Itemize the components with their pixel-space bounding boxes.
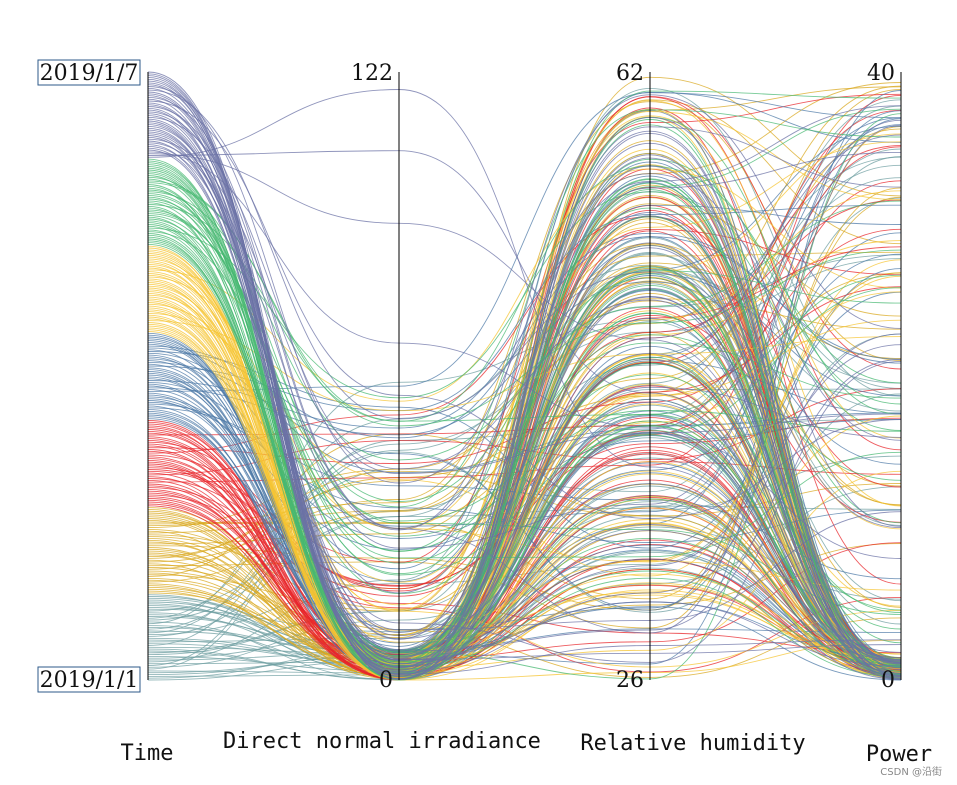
- watermark: CSDN @沿街: [880, 765, 942, 778]
- polylines-group: [147, 71, 902, 681]
- record-line: [147, 71, 902, 680]
- record-line: [147, 289, 902, 680]
- record-line: [147, 107, 902, 673]
- record-line: [147, 483, 902, 660]
- record-line: [147, 99, 902, 639]
- record-line: [147, 151, 902, 677]
- record-line: [147, 148, 902, 661]
- record-line: [147, 180, 902, 427]
- irradiance-max-label: 122: [351, 61, 393, 86]
- record-line: [147, 100, 902, 519]
- record-line: [147, 89, 902, 529]
- power-max-label: 40: [867, 61, 895, 86]
- record-line: [147, 98, 902, 677]
- axis-name-power: Power: [866, 742, 932, 767]
- record-line: [147, 331, 902, 680]
- record-line: [147, 125, 902, 663]
- record-line: [147, 168, 902, 402]
- record-line: [147, 256, 902, 678]
- axis-name-irradiance: Direct normal irradiance: [223, 729, 541, 754]
- irradiance-min-label: 0: [379, 668, 393, 693]
- record-line: [147, 106, 902, 634]
- record-line: [147, 153, 902, 661]
- record-line: [147, 94, 902, 531]
- record-line: [147, 316, 902, 673]
- record-line: [147, 234, 902, 668]
- record-line: [147, 253, 902, 657]
- time-min-label: 2019/1/1: [40, 668, 139, 693]
- record-line: [147, 409, 902, 661]
- humidity-min-label: 26: [616, 668, 644, 693]
- series-2019-1-7: [147, 71, 902, 681]
- record-line: [147, 486, 902, 665]
- record-line: [147, 92, 902, 392]
- record-line: [147, 138, 902, 475]
- record-line: [147, 298, 902, 681]
- record-line: [147, 416, 902, 668]
- axis-name-time: Time: [121, 741, 174, 766]
- record-line: [147, 245, 902, 680]
- record-line: [147, 73, 902, 681]
- record-line: [147, 146, 902, 436]
- record-line: [147, 551, 902, 671]
- axis-name-humidity: Relative humidity: [580, 731, 805, 756]
- record-line: [147, 251, 902, 679]
- time-min-label-box: [37, 666, 141, 693]
- time-max-label: 2019/1/7: [40, 61, 139, 86]
- humidity-max-label: 62: [616, 61, 644, 86]
- record-line: [147, 86, 902, 484]
- record-line: [147, 158, 902, 674]
- record-line: [147, 243, 902, 675]
- record-line: [147, 165, 902, 422]
- time-max-label-box: [37, 59, 141, 86]
- record-line: [147, 216, 902, 488]
- record-line: [147, 89, 902, 659]
- record-line: [147, 96, 902, 529]
- record-line: [147, 95, 902, 668]
- record-line: [147, 144, 902, 675]
- record-line: [147, 205, 902, 680]
- power-min-label: 0: [881, 668, 895, 693]
